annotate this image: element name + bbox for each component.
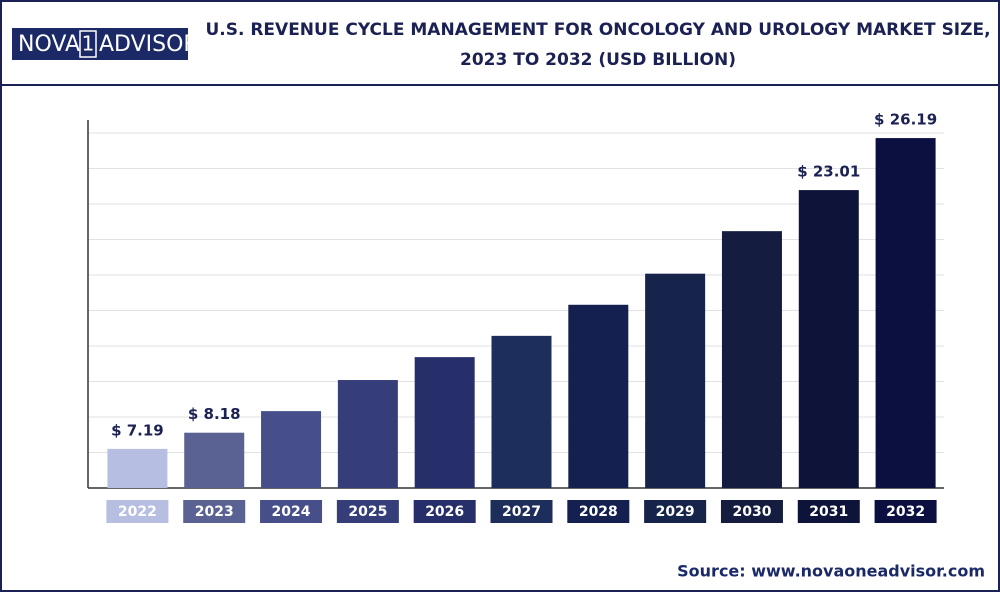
x-tick-label: 2022	[118, 504, 157, 520]
x-tick-label: 2026	[425, 504, 464, 520]
bar	[645, 273, 706, 488]
x-tick-label: 2024	[272, 504, 311, 520]
x-tick-label: 2028	[579, 504, 618, 520]
logo-right: ADVISOR	[99, 32, 199, 57]
logo: NOVA 1 ADVISOR	[12, 28, 199, 60]
x-tick-box	[106, 500, 169, 523]
bar	[875, 138, 936, 489]
x-tick-box	[183, 500, 246, 523]
x-tick-box	[567, 500, 630, 523]
x-tick-label: 2029	[656, 504, 695, 520]
value-label: $ 26.19	[874, 111, 937, 129]
x-tick-box	[644, 500, 707, 523]
x-tick-box	[490, 500, 553, 523]
source: Source: www.novaoneadvisor.com	[677, 562, 985, 581]
logo-box	[79, 30, 97, 58]
x-tick-label: 2023	[195, 504, 234, 520]
logo-left: NOVA	[18, 32, 80, 57]
x-tick-box	[720, 500, 783, 523]
chart-title: 2023 TO 2032 (USD BILLION)	[460, 50, 736, 70]
x-tick-box	[797, 500, 860, 523]
bar	[798, 190, 859, 488]
x-tick-box	[413, 500, 476, 523]
x-tick-box	[336, 500, 399, 523]
x-tick-label: 2032	[886, 504, 925, 520]
x-tick-box	[260, 500, 323, 523]
logo-bg	[12, 28, 188, 60]
bar	[721, 231, 782, 488]
x-tick-label: 2030	[732, 504, 771, 520]
logo-middle: 1	[82, 32, 95, 56]
value-label: $ 7.19	[111, 421, 164, 439]
bar	[337, 380, 398, 488]
bar	[107, 448, 168, 488]
bar	[414, 357, 475, 488]
x-tick-box	[874, 500, 937, 523]
x-tick-label: 2025	[348, 504, 387, 520]
x-tick-label: 2031	[809, 504, 848, 520]
value-label: $ 23.01	[797, 163, 860, 181]
chart-title: U.S. REVENUE CYCLE MANAGEMENT FOR ONCOLO…	[205, 20, 990, 40]
bar	[568, 304, 629, 488]
bar	[184, 432, 245, 488]
bar	[491, 335, 552, 488]
bar	[261, 411, 322, 488]
value-label: $ 8.18	[188, 405, 241, 423]
x-tick-label: 2027	[502, 504, 541, 520]
